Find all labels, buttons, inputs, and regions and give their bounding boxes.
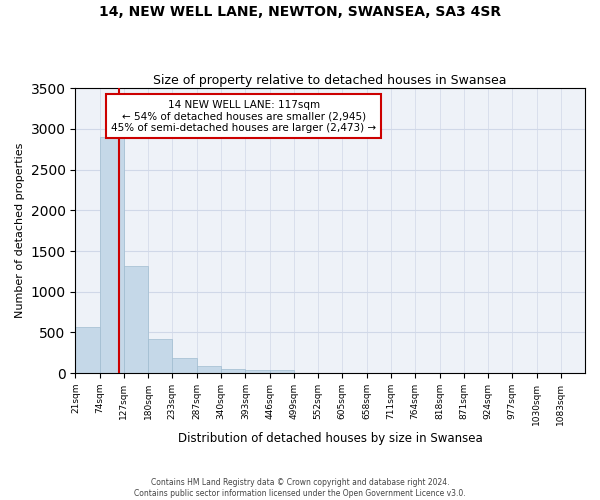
Text: 14 NEW WELL LANE: 117sqm
← 54% of detached houses are smaller (2,945)
45% of sem: 14 NEW WELL LANE: 117sqm ← 54% of detach… — [111, 100, 376, 133]
Bar — [245, 370, 269, 373]
Text: 14, NEW WELL LANE, NEWTON, SWANSEA, SA3 4SR: 14, NEW WELL LANE, NEWTON, SWANSEA, SA3 … — [99, 5, 501, 19]
Bar — [172, 358, 197, 373]
Bar — [76, 327, 100, 373]
Title: Size of property relative to detached houses in Swansea: Size of property relative to detached ho… — [154, 74, 507, 87]
Y-axis label: Number of detached properties: Number of detached properties — [15, 143, 25, 318]
Text: Contains HM Land Registry data © Crown copyright and database right 2024.
Contai: Contains HM Land Registry data © Crown c… — [134, 478, 466, 498]
Bar — [269, 370, 294, 373]
Bar — [197, 366, 221, 373]
Bar — [221, 369, 245, 373]
Bar — [124, 266, 148, 373]
Bar — [148, 339, 172, 373]
Bar — [100, 137, 124, 373]
X-axis label: Distribution of detached houses by size in Swansea: Distribution of detached houses by size … — [178, 432, 482, 445]
